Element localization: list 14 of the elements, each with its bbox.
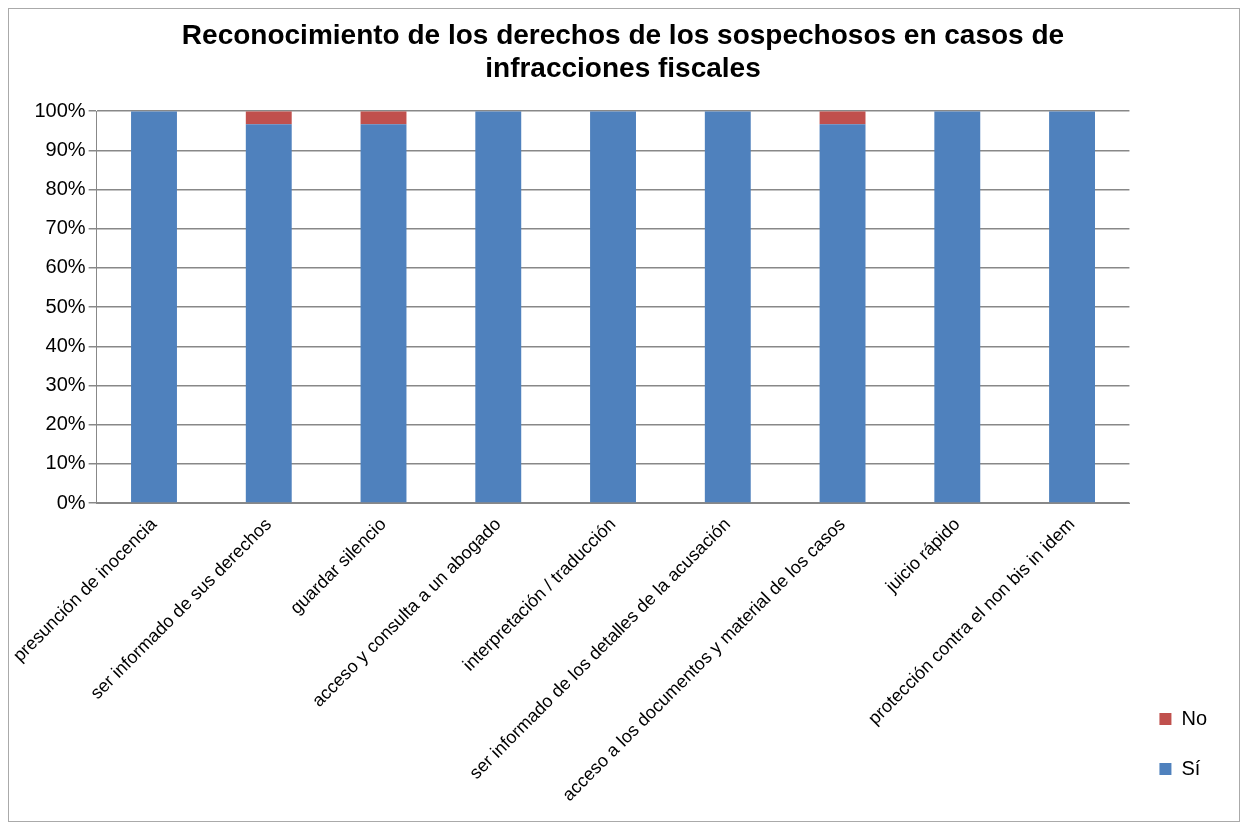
y-tick-label: 10% bbox=[45, 451, 86, 474]
y-tick-label: 50% bbox=[45, 294, 86, 317]
y-tick-label: 90% bbox=[45, 137, 86, 160]
y-tick-label: 80% bbox=[45, 177, 86, 200]
y-tick-label: 70% bbox=[45, 216, 86, 239]
y-tick-label: 60% bbox=[45, 255, 86, 278]
y-tick-label: 20% bbox=[45, 412, 86, 435]
y-tick-label: 0% bbox=[56, 490, 86, 513]
legend-label: Sí bbox=[1181, 756, 1201, 779]
y-tick-label: 30% bbox=[45, 373, 86, 396]
chart-title: Reconocimiento de los derechos de los sospechosos en casos de infracciones fiscales bbox=[181, 18, 1065, 84]
legend-label: No bbox=[1181, 706, 1208, 729]
y-tick-label: 100% bbox=[34, 98, 86, 121]
y-tick-label: 40% bbox=[45, 333, 86, 356]
